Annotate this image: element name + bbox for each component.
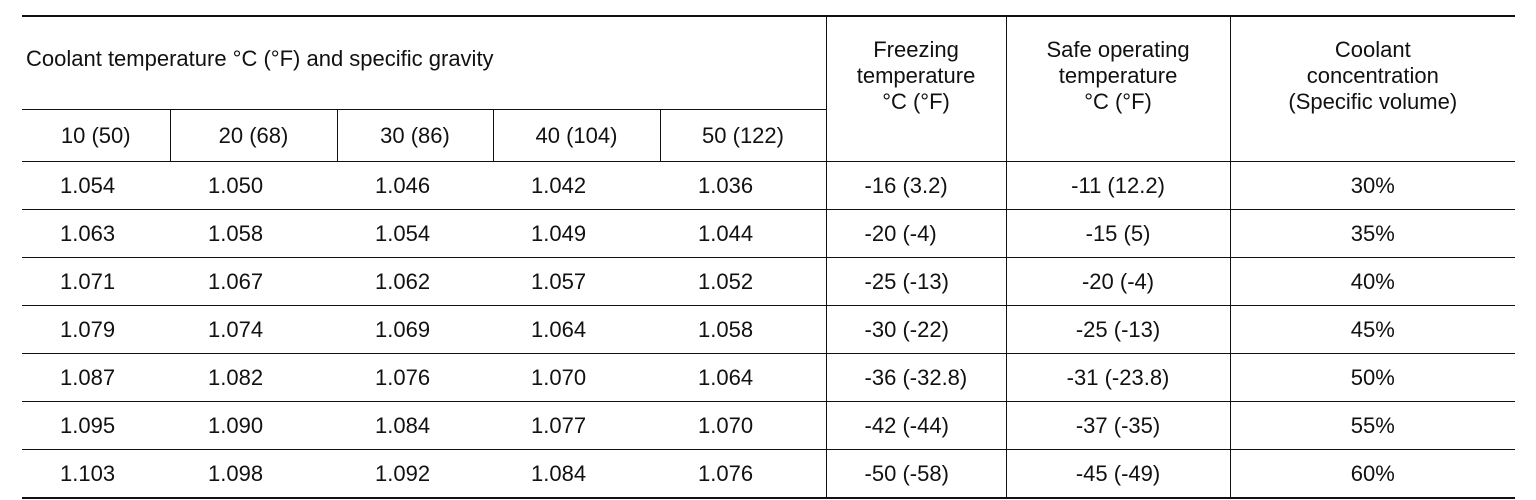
header-cell: 10 (50) (60, 122, 131, 148)
table-cell: 1.054 (22, 161, 170, 210)
table-cell: 50% (1229, 353, 1516, 402)
header-line: concentration (1306, 63, 1439, 88)
table-cell: 1.049 (493, 209, 660, 258)
table-cell: 1.082 (170, 353, 337, 402)
table-cell: 1.057 (493, 257, 660, 306)
table-row: 1.054 1.050 1.046 1.042 1.036 -16 (3.2) -11 (1… (22, 161, 1516, 210)
table-cell: 1.058 (660, 305, 827, 354)
table-cell: 1.076 (337, 353, 493, 402)
table-cell: 1.067 (170, 257, 337, 306)
table-cell: 1.064 (660, 353, 827, 402)
header-cell: Safe operating temperature °C (°F) (1005, 16, 1231, 162)
table-cell: 1.036 (660, 161, 827, 210)
table-cell: 1.052 (660, 257, 827, 306)
table-row: 1.071 1.067 1.062 1.057 1.052 -25 (-13) -20 (-… (22, 257, 1516, 306)
table-cell: 1.077 (493, 401, 660, 450)
table-cell: -36 (-32.8) (825, 353, 1007, 402)
table-cell: 1.092 (337, 449, 493, 498)
table-cell: 40% (1229, 257, 1516, 306)
table-cell: 1.098 (170, 449, 337, 498)
table-cell: -45 (-49) (1005, 449, 1231, 498)
table-cell: 1.070 (660, 401, 827, 450)
table-cell: 1.103 (22, 449, 170, 498)
header-cell: Coolant temperature °C (°F) and specific… (22, 16, 827, 110)
table-cell: 30% (1229, 161, 1516, 210)
table-cell: -30 (-22) (825, 305, 1007, 354)
table-cell: 1.076 (660, 449, 827, 498)
table-cell: 1.063 (22, 209, 170, 258)
header-row: 10 (50) 20 (68) 30 (86) 40 (104) 50 (122) (22, 109, 1515, 162)
header-cell: 50 (122) (659, 109, 827, 162)
table-cell: 1.084 (337, 401, 493, 450)
header-line: Coolant (1334, 37, 1411, 62)
table-row: 1.103 1.098 1.092 1.084 1.076 -50 (-58) -45 (-… (22, 449, 1516, 498)
table-cell: 55% (1229, 401, 1516, 450)
table-cell: 1.079 (22, 305, 170, 354)
coolant-table: Coolant temperature °C (°F) and specific… (22, 15, 1516, 499)
table-cell: 1.054 (337, 209, 493, 258)
table-cell: -11 (12.2) (1005, 161, 1231, 210)
header-line: Freezing (873, 37, 959, 62)
header-cell: 40 (104) (492, 109, 660, 162)
table-cell: 35% (1229, 209, 1516, 258)
table-cell: 1.071 (22, 257, 170, 306)
table-cell: -16 (3.2) (825, 161, 1007, 210)
header-cell: 20 (68) (169, 109, 337, 162)
table-row: 1.087 1.082 1.076 1.070 1.064 -36 (-32.8) -31 … (22, 353, 1516, 402)
table-cell: -37 (-35) (1005, 401, 1231, 450)
header-line: °C (°F) (882, 89, 950, 114)
table-row: 1.079 1.074 1.069 1.064 1.058 -30 (-22) -25 (-… (22, 305, 1516, 354)
table-cell: 1.090 (170, 401, 337, 450)
table-cell: 1.062 (337, 257, 493, 306)
table-body: 1.054 1.050 1.046 1.042 1.036 -16 (3.2) -11 (1… (22, 161, 1516, 498)
table-cell: 45% (1229, 305, 1516, 354)
table-cell: -25 (-13) (1005, 305, 1231, 354)
header-cell: Coolant concentration (Specific volume) (1229, 16, 1516, 162)
table-cell: 1.074 (170, 305, 337, 354)
table-cell: 1.058 (170, 209, 337, 258)
table-cell: 1.084 (493, 449, 660, 498)
table-cell: 1.087 (22, 353, 170, 402)
table-cell: -15 (5) (1005, 209, 1231, 258)
table-cell: 1.064 (493, 305, 660, 354)
table-cell: 1.046 (337, 161, 493, 210)
table-cell: 1.069 (337, 305, 493, 354)
header-line: temperature (1058, 63, 1178, 88)
table-cell: -20 (-4) (825, 209, 1007, 258)
table-cell: 1.044 (660, 209, 827, 258)
table-cell: -20 (-4) (1005, 257, 1231, 306)
header-line: temperature (856, 63, 976, 88)
header-cell: Freezing temperature °C (°F) (825, 16, 1007, 162)
table-row: 1.095 1.090 1.084 1.077 1.070 -42 (-44) -37 (-… (22, 401, 1516, 450)
table-cell: -31 (-23.8) (1005, 353, 1231, 402)
table-cell: 1.095 (22, 401, 170, 450)
table-cell: -25 (-13) (825, 257, 1007, 306)
table-row: 1.063 1.058 1.054 1.049 1.044 -20 (-4) -15 (5)… (22, 209, 1516, 258)
table-cell: -50 (-58) (825, 449, 1007, 498)
table-cell: 1.042 (493, 161, 660, 210)
header-line: (Specific volume) (1288, 89, 1458, 114)
header-line: °C (°F) (1084, 89, 1152, 114)
table-cell: -42 (-44) (825, 401, 1007, 450)
table-cell: 1.050 (170, 161, 337, 210)
header-cell: 30 (86) (336, 109, 493, 162)
header-row: Coolant temperature °C (°F) and specific… (22, 16, 1516, 162)
table-cell: 1.070 (493, 353, 660, 402)
header-line: Safe operating (1046, 37, 1190, 62)
table-cell: 60% (1229, 449, 1516, 498)
table-header: Coolant temperature °C (°F) and specific… (22, 16, 1516, 162)
